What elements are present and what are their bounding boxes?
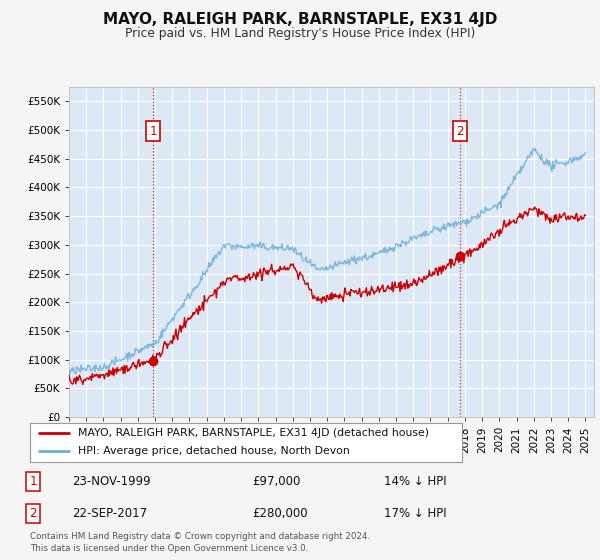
Text: 1: 1 xyxy=(149,125,157,138)
Text: 2: 2 xyxy=(457,125,464,138)
Text: Price paid vs. HM Land Registry's House Price Index (HPI): Price paid vs. HM Land Registry's House … xyxy=(125,27,475,40)
Text: 2: 2 xyxy=(29,507,37,520)
Text: 1: 1 xyxy=(29,475,37,488)
Text: £280,000: £280,000 xyxy=(252,507,308,520)
Text: Contains HM Land Registry data © Crown copyright and database right 2024.
This d: Contains HM Land Registry data © Crown c… xyxy=(30,533,370,553)
Text: 22-SEP-2017: 22-SEP-2017 xyxy=(72,507,147,520)
Text: 14% ↓ HPI: 14% ↓ HPI xyxy=(384,475,446,488)
Text: £97,000: £97,000 xyxy=(252,475,301,488)
Text: 17% ↓ HPI: 17% ↓ HPI xyxy=(384,507,446,520)
Text: 23-NOV-1999: 23-NOV-1999 xyxy=(72,475,151,488)
Text: MAYO, RALEIGH PARK, BARNSTAPLE, EX31 4JD: MAYO, RALEIGH PARK, BARNSTAPLE, EX31 4JD xyxy=(103,12,497,27)
Text: MAYO, RALEIGH PARK, BARNSTAPLE, EX31 4JD (detached house): MAYO, RALEIGH PARK, BARNSTAPLE, EX31 4JD… xyxy=(77,428,428,438)
Text: HPI: Average price, detached house, North Devon: HPI: Average price, detached house, Nort… xyxy=(77,446,349,456)
